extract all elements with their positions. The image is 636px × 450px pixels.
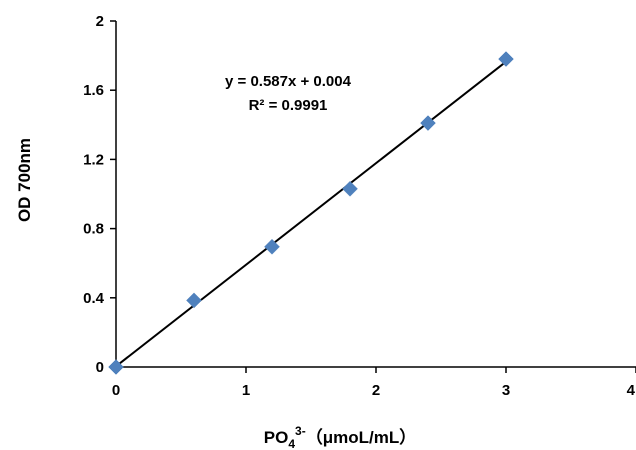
x-axis: 0 1 2 3 4 [112, 366, 636, 399]
y-axis-title: OD 700nm [15, 138, 34, 222]
trendline-equation: y = 0.587x + 0.004 [225, 73, 352, 90]
data-points-layer [108, 51, 514, 375]
x-axis-title: PO43-（μmoL/mL） [264, 424, 416, 450]
data-point [264, 238, 280, 255]
data-point [342, 180, 358, 197]
data-point [186, 292, 202, 309]
x-tick-label: 0 [112, 382, 120, 399]
x-axis-title-subscript: 4 [288, 437, 295, 450]
x-tick-label: 3 [502, 382, 510, 399]
data-point [420, 115, 436, 131]
y-axis: 0 0.4 0.8 1.2 1.6 2 [83, 13, 117, 376]
trendline-layer [115, 60, 507, 368]
x-axis-title-unit: （μmoL/mL） [306, 427, 417, 447]
y-tick-label: 1.2 [83, 151, 104, 168]
x-tick-label: 4 [627, 382, 636, 399]
y-tick-label: 0.8 [83, 221, 104, 238]
x-axis-title-main: PO [264, 428, 289, 447]
x-tick-label: 1 [242, 382, 250, 399]
y-tick-label: 0 [96, 359, 104, 376]
linear-trendline [115, 60, 507, 368]
y-tick-label: 2 [96, 13, 104, 30]
y-tick-label: 0.4 [83, 290, 105, 307]
y-tick-label: 1.6 [83, 82, 104, 99]
x-axis-title-superscript: 3- [295, 424, 306, 438]
data-point [498, 51, 514, 67]
data-point [108, 359, 124, 375]
r-squared-label: R² = 0.9991 [249, 97, 328, 114]
x-tick-label: 2 [372, 382, 380, 399]
